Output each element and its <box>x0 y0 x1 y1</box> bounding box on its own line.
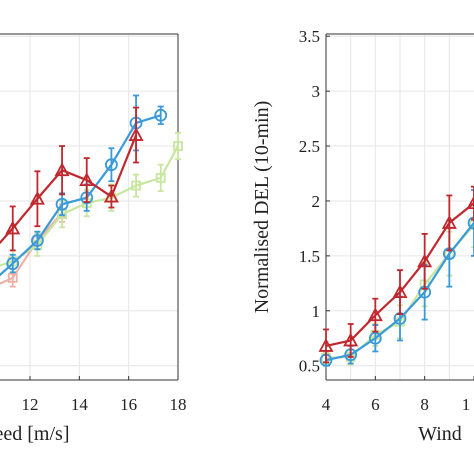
right-series-2 <box>318 185 474 364</box>
right-y-tick-label: 3.5 <box>299 27 320 46</box>
left-x-tick-labels: 12 14 16 18 <box>22 395 187 414</box>
right-x-tick-label: 6 <box>371 395 380 414</box>
left-data-point <box>79 172 95 186</box>
left-chart-panel: 12 14 16 18 eed [m/s] <box>0 33 187 445</box>
left-series-3 <box>0 106 144 252</box>
right-x-tick-label: 8 <box>420 395 429 414</box>
right-x-tick-labels: 4 6 8 1 <box>322 395 471 414</box>
right-y-tick-label: 2 <box>312 192 321 211</box>
right-data-point <box>367 307 383 322</box>
right-chart-axes <box>325 33 474 381</box>
left-data-point <box>154 108 168 122</box>
left-data-point <box>31 234 44 247</box>
right-y-tick-label: 2.5 <box>299 137 320 156</box>
left-data-point <box>155 172 166 183</box>
left-series-1 <box>0 131 183 274</box>
right-data-point <box>368 331 382 345</box>
right-x-tick-label: 1 <box>462 395 471 414</box>
left-x-tick-label: 12 <box>22 395 39 414</box>
left-data-point <box>6 257 20 270</box>
left-data-point <box>55 197 69 211</box>
left-x-axis-label: eed [m/s] <box>0 423 69 445</box>
right-data-point <box>466 195 474 210</box>
right-x-tick-label: 4 <box>322 395 331 414</box>
right-y-tick-label: 1.5 <box>299 247 320 266</box>
right-data-point <box>441 215 457 229</box>
left-data-point <box>128 127 144 141</box>
right-y-tick-label: 3 <box>312 82 321 101</box>
left-series-2 <box>0 94 168 277</box>
left-x-tick-label: 14 <box>71 395 89 414</box>
left-chart-axes <box>0 33 179 381</box>
left-x-tick-label: 18 <box>170 395 187 414</box>
right-chart-panel: 0.5 1 1.5 2 2.5 3 3.5 4 6 8 1 Normalised DEL (10-… <box>251 27 474 445</box>
right-data-point <box>467 216 474 230</box>
left-chart-series <box>0 94 183 288</box>
right-series-0 <box>321 202 474 366</box>
left-data-point <box>29 190 45 205</box>
left-data-point <box>103 188 119 203</box>
left-data-point <box>5 220 21 235</box>
left-series-line <box>0 212 63 285</box>
left-data-point <box>7 272 18 283</box>
right-data-point <box>318 338 334 352</box>
right-y-tick-label: 0.5 <box>299 357 320 376</box>
left-x-tick-label: 16 <box>120 395 137 414</box>
right-x-axis-label: Wind <box>418 423 462 445</box>
right-data-point <box>469 220 474 231</box>
right-chart-series <box>318 185 474 367</box>
right-data-point <box>343 332 359 347</box>
right-y-axis-label: Normalised DEL (10-min) <box>251 101 273 314</box>
right-data-point <box>417 253 433 268</box>
left-data-point <box>54 162 70 177</box>
right-data-point <box>392 284 408 299</box>
right-y-tick-labels: 0.5 1 1.5 2 2.5 3 3.5 <box>299 27 320 376</box>
left-data-point <box>105 158 118 172</box>
left-data-point <box>173 141 183 151</box>
left-data-point <box>131 180 141 191</box>
right-y-tick-label: 1 <box>312 302 321 321</box>
